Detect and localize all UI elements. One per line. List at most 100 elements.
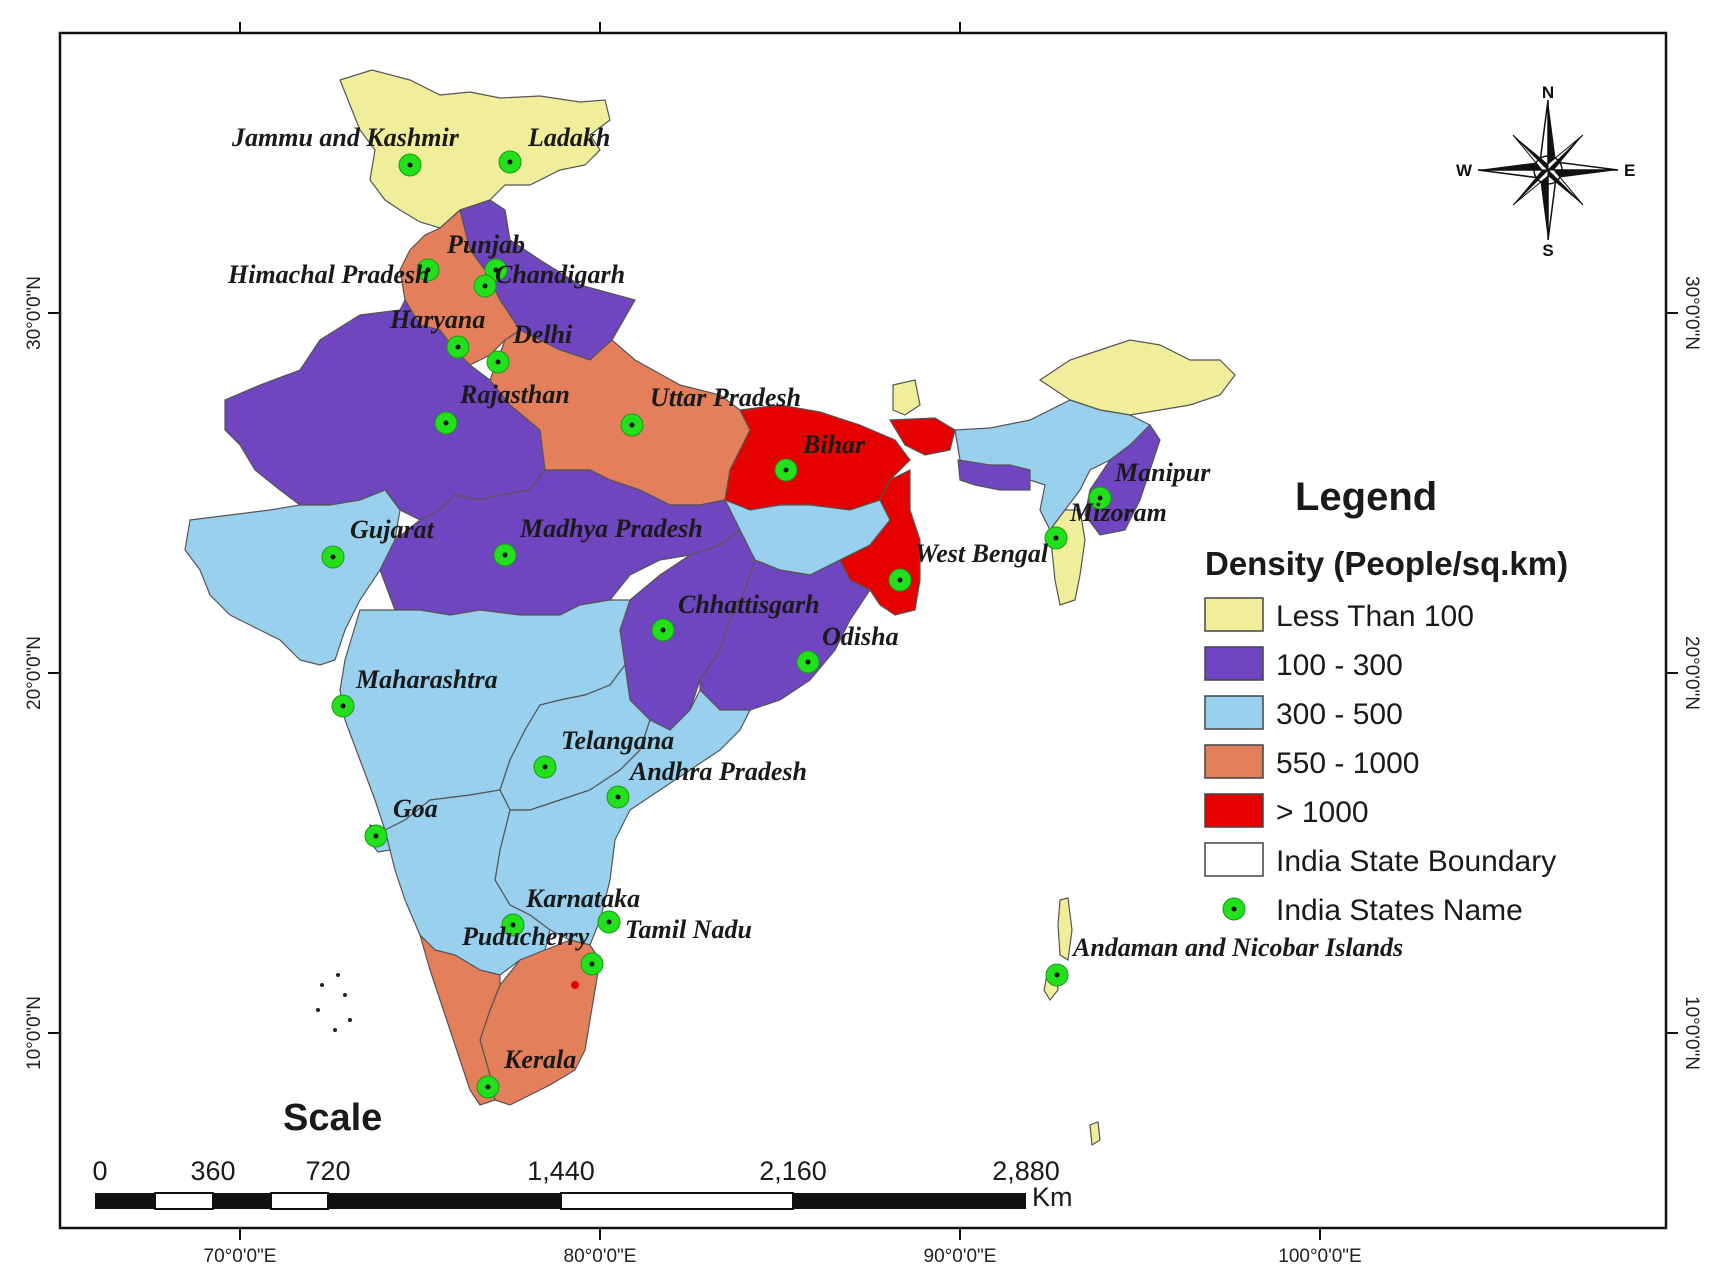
state-label-jammu-and-kashmir: Jammu and Kashmir — [231, 123, 460, 152]
state-marker-west-bengal — [888, 568, 912, 592]
state-jammu-kashmir-ladakh — [339, 69, 611, 229]
legend-item-label: > 1000 — [1276, 796, 1369, 829]
scale-tick-3: 1,440 — [527, 1156, 595, 1186]
state-label-haryana: Haryana — [389, 305, 485, 334]
graticule-ticks — [48, 22, 1678, 1240]
state-marker-andaman-and-nicobar-islands — [1045, 963, 1069, 987]
lat-label-10-left: 10°0'0"N — [24, 996, 45, 1070]
state-label-kerala: Kerala — [503, 1045, 576, 1074]
state-label-rajasthan: Rajasthan — [459, 380, 570, 409]
state-tripura — [957, 459, 1031, 491]
state-marker-kerala — [476, 1075, 500, 1099]
state-marker-manipur — [1088, 486, 1112, 510]
state-marker-madhya-pradesh — [493, 543, 517, 567]
state-label-madhya-pradesh: Madhya Pradesh — [519, 514, 703, 543]
legend-subtitle: Density (People/sq.km) — [1205, 545, 1568, 582]
legend-title: Legend — [1295, 475, 1437, 519]
state-marker-ladakh — [498, 150, 522, 174]
lakshadweep-islands — [316, 973, 352, 1032]
lat-label-10-right: 10°0'0"N — [1681, 996, 1702, 1070]
lon-label-80: 80°0'0"E — [564, 1246, 637, 1267]
scale-tick-2: 720 — [305, 1156, 350, 1186]
state-puducherry-small — [571, 981, 579, 989]
lat-label-30-right: 30°0'0"N — [1681, 276, 1702, 350]
state-label-tamil-nadu: Tamil Nadu — [625, 915, 752, 944]
state-label-manipur: Manipur — [1114, 458, 1211, 487]
state-marker-bihar — [774, 458, 798, 482]
state-marker-haryana — [446, 335, 470, 359]
scale-tick-1: 360 — [190, 1156, 235, 1186]
scale-title: Scale — [283, 1097, 382, 1139]
state-marker-goa — [364, 824, 388, 848]
state-marker-jammu-and-kashmir — [398, 153, 422, 177]
state-label-bihar: Bihar — [802, 430, 866, 459]
legend-item-label: India State Boundary — [1276, 845, 1556, 878]
state-marker-tamil-nadu — [597, 910, 621, 934]
state-marker-andhra-pradesh — [606, 785, 630, 809]
state-label-goa: Goa — [393, 794, 438, 823]
lon-label-100: 100°0'0"E — [1278, 1246, 1361, 1267]
lat-label-30-left: 30°0'0"N — [24, 276, 45, 350]
state-label-chandigarh: Chandigarh — [495, 260, 625, 289]
compass-north-label: N — [1542, 83, 1554, 102]
state-nicobar-south — [1089, 1121, 1101, 1147]
state-label-odisha: Odisha — [822, 622, 899, 651]
state-north-bengal — [888, 417, 956, 456]
lat-label-20-left: 20°0'0"N — [24, 636, 45, 710]
state-label-delhi: Delhi — [512, 320, 573, 349]
state-label-himachal-pradesh: Himachal Pradesh — [227, 260, 430, 289]
state-marker-chhattisgarh — [651, 618, 675, 642]
legend: Legend Density (People/sq.km) Less Than … — [1204, 475, 1568, 927]
scale-tick-labels: 0 360 720 1,440 2,160 2,880 — [92, 1156, 1059, 1186]
state-sikkim — [892, 379, 921, 416]
state-gujarat — [184, 489, 401, 666]
scale-tick-5: 2,880 — [992, 1156, 1060, 1186]
state-label-gujarat: Gujarat — [350, 515, 435, 544]
state-marker-delhi — [486, 350, 510, 374]
state-marker-himachal-pradesh — [416, 258, 440, 282]
legend-item-label: Less Than 100 — [1276, 600, 1474, 633]
legend-item-550-1000: 550 - 1000 — [1204, 744, 1419, 780]
state-label-puducherry: Puducherry — [461, 922, 590, 951]
state-andhra-pradesh — [494, 688, 751, 946]
state-odisha — [699, 559, 871, 711]
state-label-punjab: Punjab — [446, 230, 525, 259]
scale-bar: Scale 0 360 720 1,440 2,160 2,880 Km — [92, 1097, 1072, 1212]
legend-item-label: 100 - 300 — [1276, 649, 1403, 682]
compass-east-label: E — [1624, 161, 1635, 180]
state-marker-gujarat — [321, 545, 345, 569]
state-marker-uttar-pradesh — [620, 413, 644, 437]
legend-item-100-300: 100 - 300 — [1204, 646, 1403, 682]
legend-item-1000: > 1000 — [1204, 793, 1369, 829]
scale-bar-segments — [95, 1192, 1026, 1210]
state-marker-puducherry — [580, 952, 604, 976]
state-label-uttar-pradesh: Uttar Pradesh — [650, 383, 801, 412]
state-label-andaman-and-nicobar-islands: Andaman and Nicobar Islands — [1071, 933, 1403, 962]
state-label-chhattisgarh: Chhattisgarh — [678, 590, 820, 619]
legend-item-less-than-100: Less Than 100 — [1204, 597, 1474, 633]
lat-label-20-right: 20°0'0"N — [1681, 636, 1702, 710]
state-marker-odisha — [796, 650, 820, 674]
state-polygons — [184, 69, 1236, 1147]
state-label-maharashtra: Maharashtra — [355, 665, 498, 694]
state-label-mizoram: Mizoram — [1069, 498, 1167, 527]
scale-tick-4: 2,160 — [759, 1156, 827, 1186]
state-markers — [321, 150, 1112, 1099]
state-marker-mizoram — [1044, 526, 1068, 550]
legend-item-india-state-boundary: India State Boundary — [1204, 842, 1556, 878]
state-label-telangana: Telangana — [561, 726, 674, 755]
state-label-west-bengal: West Bengal — [915, 539, 1049, 568]
legend-item-label: 300 - 500 — [1276, 698, 1403, 731]
compass-rose: N S E W — [1456, 83, 1635, 260]
legend-item-india-states-name: India States Name — [1222, 894, 1523, 927]
compass-west-label: W — [1456, 161, 1473, 180]
state-andaman-islands — [1057, 897, 1073, 962]
state-kerala — [418, 932, 501, 1106]
legend-item-label: 550 - 1000 — [1276, 747, 1419, 780]
scale-unit: Km — [1032, 1182, 1073, 1212]
lon-label-90: 90°0'0"E — [924, 1246, 997, 1267]
lon-label-70: 70°0'0"E — [204, 1246, 277, 1267]
state-label-andhra-pradesh: Andhra Pradesh — [628, 757, 807, 786]
state-marker-rajasthan — [434, 411, 458, 435]
state-labels: Jammu and Kashmir Ladakh Punjab Himachal Pr… — [227, 123, 1403, 1074]
